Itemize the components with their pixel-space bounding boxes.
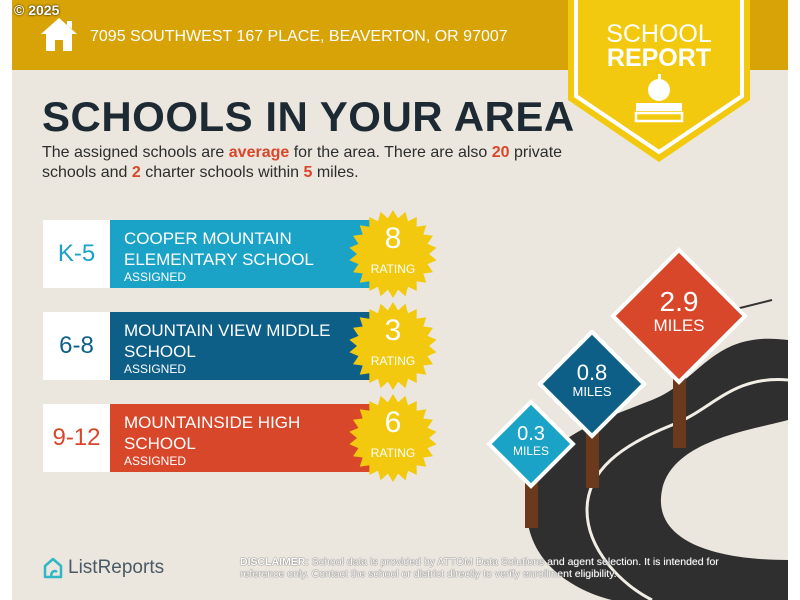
page-title: SCHOOLS IN YOUR AREA [42,93,575,140]
distance-value: 2.9 [659,286,699,317]
distance-value: 0.3 [517,423,545,445]
distance-label: 0.3 MILES [491,424,571,458]
grade-range: 6-8 [43,312,110,380]
school-name: Mountainside High School [124,413,301,453]
private-count: 20 [491,144,510,161]
school-name: Mountain View Middle School [124,321,331,361]
school-row: 9-12 Mountainside High School ASSIGNED 6… [43,394,443,482]
listreports-logo-icon [43,557,63,579]
badge-line2: REPORT [606,44,712,72]
grade-range: 9-12 [43,404,110,472]
rating-starburst [349,394,437,482]
rating-value: 6 [384,406,402,439]
assignment-status: ASSIGNED [124,270,187,284]
school-row: K-5 Cooper Mountain Elementary School AS… [43,210,443,298]
school-report-badge [568,0,750,162]
brand-name: ListReports [68,557,165,578]
assignment-status: ASSIGNED [124,362,187,376]
school-info: Mountain View Middle School ASSIGNED [110,312,372,380]
distance-label: 0.8 MILES [552,360,632,400]
distance-value: 0.8 [576,360,608,385]
grade-range: K-5 [43,220,110,288]
road-line [585,378,788,600]
radius: 5 [303,164,313,181]
apple-books-icon [634,74,684,123]
rating-label: RATING [370,262,416,276]
rating-label: RATING [370,446,416,460]
distance-sign [610,247,748,385]
listreports-logo: ListReports [42,556,164,580]
distance-unit: MILES [572,384,612,399]
rating-value: 3 [384,314,402,347]
property-address: 7095 SOUTHWEST 167 PLACE, BEAVERTON, OR … [90,28,508,45]
quality: average [228,144,290,161]
school-info: Mountainside High School ASSIGNED [110,404,372,472]
distance-label: 2.9 MILES [639,288,719,336]
distance-unit: MILES [653,316,705,335]
assignment-status: ASSIGNED [124,454,187,468]
rating-starburst [349,210,437,298]
badge-line1: SCHOOL [606,20,712,48]
summary-text: The assigned schools are average for the… [42,144,563,181]
distance-sign [537,329,647,439]
disclaimer: DISCLAIMER: School data is provided by A… [240,556,719,580]
school-info: Cooper Mountain Elementary School ASSIGN… [110,220,372,288]
school-report: © 2025 7095 SOUTHWEST 167 PLACE, BEAVERT… [12,0,788,600]
school-row: 6-8 Mountain View Middle School ASSIGNED… [43,302,443,390]
rating-value: 8 [384,222,402,255]
sign-post [586,420,599,488]
home-icon [41,18,77,51]
rating-label: RATING [370,354,416,368]
school-name: Cooper Mountain Elementary School [124,229,314,269]
distance-unit: MILES [512,444,549,458]
road-illustration [486,247,788,600]
charter-count: 2 [131,164,141,181]
copyright: © 2025 [14,2,60,18]
distance-sign [486,399,576,489]
rating-starburst [349,302,437,390]
